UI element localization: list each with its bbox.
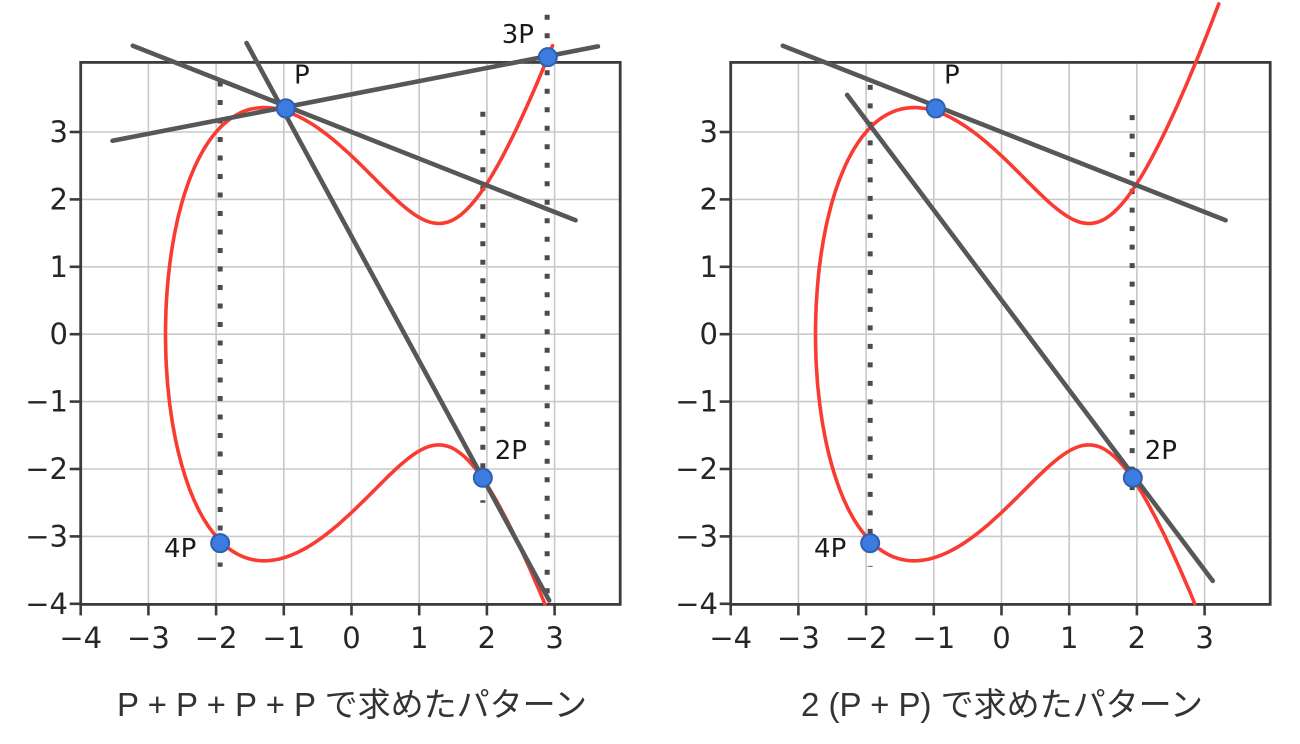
plot-caption: P + P + P + P で求めたパターン [117, 686, 587, 723]
point-4P [860, 533, 881, 554]
x-tick-label: 2 [478, 621, 496, 655]
point-label-P: P [294, 60, 310, 90]
y-tick-label: −3 [25, 519, 68, 553]
y-tick-label: −2 [675, 452, 718, 486]
point-label-2P: 2P [1145, 436, 1177, 466]
point-label-4P: 4P [814, 534, 846, 564]
y-tick-label: −4 [675, 587, 718, 621]
y-tick-label: −3 [675, 519, 718, 553]
y-tick-label: 2 [700, 182, 718, 216]
y-tick-label: 0 [50, 317, 68, 351]
x-tick-label: −1 [262, 621, 305, 655]
plot-right-canvas: −4 −3 −2 −1 0 1 2 3 −4 −3 −2 −1 0 1 2 3 P 2P 4P 2 (P + P) で… [650, 0, 1300, 744]
y-tick-label: −1 [25, 385, 68, 419]
line-through-P-2P-line [244, 40, 552, 603]
x-tick-label: −2 [845, 621, 888, 655]
x-tick-label: 1 [410, 621, 428, 655]
point-label-2P: 2P [495, 436, 527, 466]
point-4P [210, 533, 231, 554]
tangent-at-P-line [780, 43, 1228, 223]
elliptic-curve [163, 43, 555, 606]
plot-background [0, 0, 650, 744]
y-tick-label: 0 [700, 317, 718, 351]
x-tick-label: 0 [992, 621, 1010, 655]
y-tick-label: −1 [675, 385, 718, 419]
x-tick-label: 3 [1195, 621, 1213, 655]
y-tick-label: 2 [50, 182, 68, 216]
x-tick-label: −1 [912, 621, 955, 655]
y-tick-label: 1 [50, 250, 68, 284]
elliptic-curve [813, 2, 1221, 606]
plot-background [650, 0, 1300, 744]
point-P [925, 98, 946, 119]
point-label-4P: 4P [164, 534, 196, 564]
tangent-at-P-line [130, 43, 578, 223]
x-tick-label: −2 [195, 621, 238, 655]
x-tick-label: −4 [59, 621, 102, 655]
line-through-P-3P-line [110, 44, 601, 144]
point-label-P: P [944, 60, 960, 90]
tangent-at-2P-line [844, 92, 1216, 584]
y-tick-label: 1 [700, 250, 718, 284]
point-3P [537, 47, 558, 68]
point-label-3P: 3P [502, 20, 534, 50]
x-tick-label: 3 [545, 621, 563, 655]
point-2P [1122, 467, 1143, 488]
plot-right: −4 −3 −2 −1 0 1 2 3 −4 −3 −2 −1 0 1 2 3 P 2P 4P 2 (P + P) で… [650, 0, 1300, 744]
y-tick-label: 3 [700, 115, 718, 149]
x-tick-label: 1 [1060, 621, 1078, 655]
point-P [275, 98, 296, 119]
point-2P [472, 467, 493, 488]
x-tick-label: 2 [1128, 621, 1146, 655]
y-tick-label: −2 [25, 452, 68, 486]
x-tick-label: −4 [709, 621, 752, 655]
x-tick-label: −3 [127, 621, 170, 655]
x-tick-label: −3 [777, 621, 820, 655]
y-tick-label: 3 [50, 115, 68, 149]
y-tick-label: −4 [25, 587, 68, 621]
x-tick-label: 0 [342, 621, 360, 655]
plot-left: −4 −3 −2 −1 0 1 2 3 −4 −3 −2 −1 0 1 2 3 P 2P 3P 4P P + P + P… [0, 0, 650, 744]
plot-caption: 2 (P + P) で求めたパターン [801, 686, 1203, 723]
